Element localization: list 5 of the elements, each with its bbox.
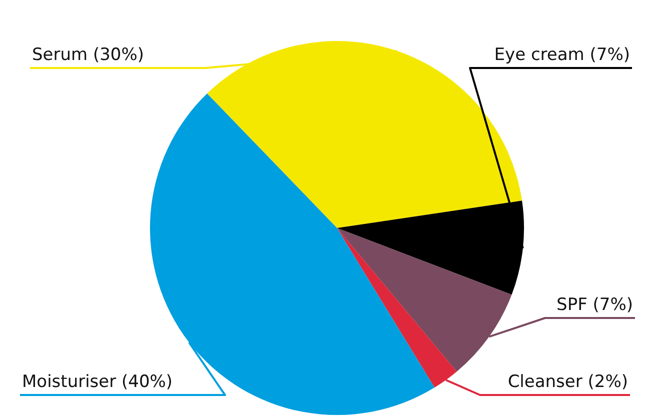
slice-label: Eye cream (7%)	[494, 45, 630, 65]
slice-label: Cleanser (2%)	[508, 372, 628, 392]
slice-label: SPF (7%)	[556, 295, 633, 315]
slice-label: Moisturiser (40%)	[22, 372, 173, 392]
slice-label: Serum (30%)	[32, 45, 144, 65]
